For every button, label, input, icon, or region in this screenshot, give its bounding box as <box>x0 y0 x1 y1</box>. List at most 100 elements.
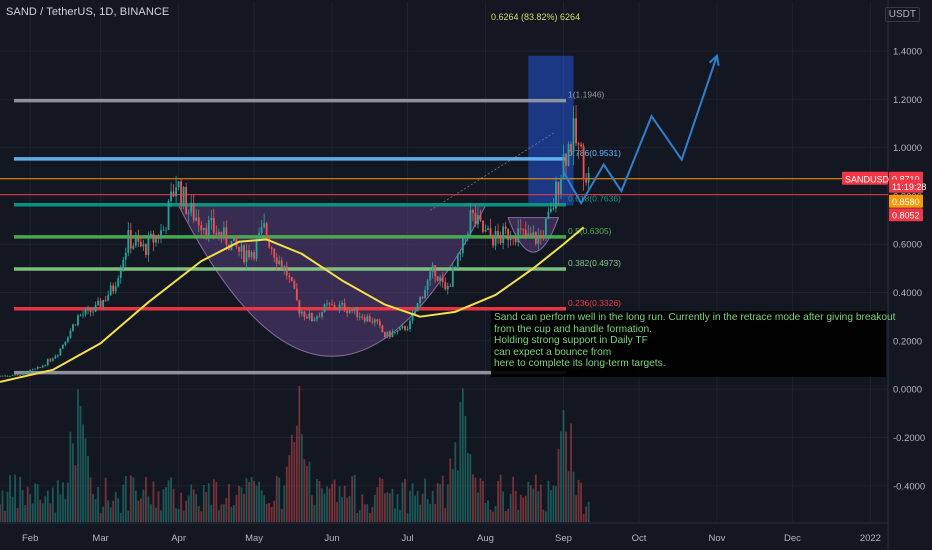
volume-bar <box>72 443 74 522</box>
volume-bar <box>414 495 416 522</box>
time-tick-label: Oct <box>632 533 647 544</box>
volume-bar <box>102 506 105 522</box>
candle-body <box>502 226 505 244</box>
candle-body <box>112 285 115 292</box>
candle-body <box>532 232 535 237</box>
volume-bar <box>210 504 213 522</box>
volume-bar <box>560 431 562 522</box>
candle-body <box>474 212 477 225</box>
volume-bar <box>472 474 474 522</box>
candle-body <box>64 341 67 345</box>
volume-bar <box>152 481 155 522</box>
volume-bar <box>555 486 557 522</box>
candle-body <box>51 358 54 361</box>
candle-body <box>4 375 6 377</box>
volume-bar <box>303 459 306 522</box>
volume-bar <box>409 491 411 522</box>
candle-body <box>192 202 195 221</box>
candle-body <box>439 277 442 281</box>
volume-bar <box>207 483 210 522</box>
time-axis[interactable]: Feb Mar Apr May Jun Jul Aug Sep Oct Nov Dec 2022 <box>22 533 881 544</box>
candle-body <box>527 233 530 237</box>
trend-line <box>429 132 554 211</box>
volume-bar <box>205 492 208 522</box>
candle-body <box>306 316 308 319</box>
price-tick-label: 0.6000 <box>893 240 922 251</box>
candle-body <box>459 252 462 255</box>
volume-bar <box>406 513 409 522</box>
candle-body <box>323 304 326 312</box>
candle-body <box>293 280 296 289</box>
candle-body <box>326 303 328 305</box>
volume-bar <box>527 481 530 522</box>
candle-body <box>524 229 527 237</box>
candle-body <box>197 217 200 226</box>
volume-bar <box>487 500 489 522</box>
volume-bar <box>534 474 537 522</box>
candle-body <box>273 248 276 258</box>
candle-body <box>54 356 57 359</box>
volume-bar <box>51 487 54 522</box>
currency-label[interactable]: USDT <box>884 7 920 22</box>
volume-bar <box>570 423 572 522</box>
volume-bar <box>200 511 203 522</box>
volume-bar <box>290 434 293 522</box>
volume-bar <box>258 481 261 522</box>
candle-body <box>544 218 547 239</box>
candle-body <box>479 214 482 221</box>
fib-level-label: 0.618(0.7636) <box>568 194 621 204</box>
candle-body <box>275 257 278 265</box>
volume-bar <box>99 513 102 522</box>
candle-body <box>303 311 306 317</box>
drawing-shapes <box>177 55 574 357</box>
candle-body <box>233 236 235 242</box>
volume-bar <box>451 469 454 522</box>
symbol-title[interactable]: SAND / TetherUS, 1D, BINANCE <box>6 6 170 18</box>
candle-body <box>333 304 336 309</box>
candle-body <box>9 375 11 377</box>
volume-bar <box>230 506 233 522</box>
candle-body <box>145 244 147 255</box>
volume-bar <box>404 478 406 522</box>
candle-body <box>69 330 72 338</box>
volume-bar <box>255 485 258 522</box>
volume-bar <box>34 483 37 522</box>
candle-body <box>67 337 69 342</box>
candle-body <box>165 229 167 231</box>
volume-bar <box>489 509 492 522</box>
volume-bar <box>336 502 338 522</box>
annotation-note[interactable]: Sand can perform well in the long run. C… <box>491 311 896 377</box>
volume-bar <box>197 505 200 522</box>
volume-bar <box>333 479 336 522</box>
candle-body <box>537 234 540 244</box>
candle-body <box>557 181 560 194</box>
candle-body <box>449 285 452 287</box>
volume-bar <box>544 511 547 522</box>
candle-body <box>446 285 449 290</box>
volume-bar <box>572 471 575 522</box>
volume-bar <box>39 499 42 522</box>
candle-body <box>456 254 459 267</box>
volume-bar <box>59 494 62 522</box>
candle-body <box>6 375 9 377</box>
price-axis[interactable]: 1.40001.20001.00000.80000.60000.40000.20… <box>893 46 925 492</box>
time-tick-label: Jun <box>324 533 339 544</box>
volume-bar <box>482 480 484 522</box>
volume-bar <box>124 476 127 522</box>
candle-body <box>444 282 447 290</box>
candle-body <box>358 316 361 318</box>
candle-body <box>44 365 47 366</box>
volume-bar <box>567 471 570 522</box>
moving-average <box>0 226 585 383</box>
candle-body <box>461 236 464 253</box>
candle-body <box>185 187 188 214</box>
candle-body <box>205 227 208 236</box>
volume-bar <box>341 497 344 522</box>
volume-bar <box>293 442 296 522</box>
candle-body <box>368 316 371 322</box>
candle-body <box>552 208 555 210</box>
volume-bar <box>215 482 218 522</box>
candle-body <box>107 295 110 301</box>
candle-body <box>114 286 117 292</box>
